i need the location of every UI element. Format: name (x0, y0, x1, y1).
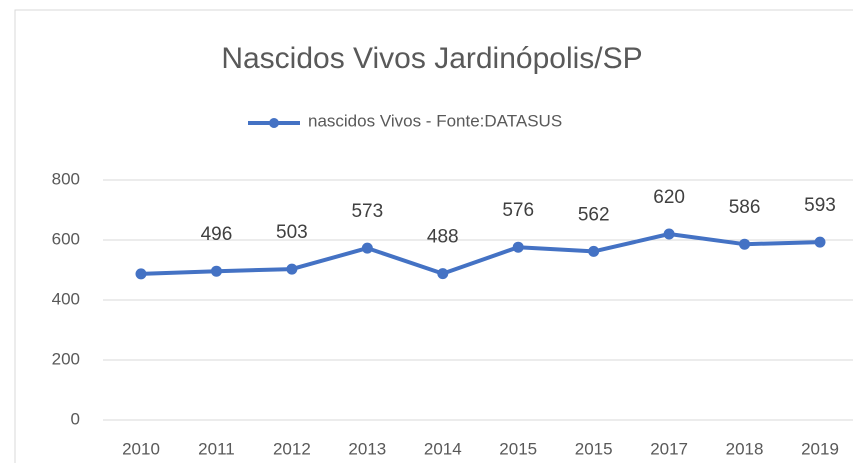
series-line (140, 232, 821, 276)
point (210, 265, 222, 277)
data-label: 593 (804, 195, 836, 216)
data-label: 620 (653, 187, 685, 208)
x-tick-label: 2011 (198, 439, 235, 458)
point (739, 238, 751, 250)
point (437, 268, 449, 280)
y-tick-label: 0 (71, 409, 80, 428)
x-tick-label: 2019 (801, 439, 839, 458)
x-tick-label: 2017 (650, 439, 688, 458)
data-label: 496 (201, 224, 233, 245)
data-label: 503 (276, 222, 308, 243)
data-label: 488 (427, 227, 459, 248)
data-label: 576 (502, 200, 534, 221)
x-tick-label: 2012 (273, 439, 311, 458)
x-tick-label: 2014 (424, 439, 462, 458)
x-tick-label: 2013 (348, 439, 386, 458)
x-tick-label: 2015 (575, 439, 613, 458)
data-label: 562 (578, 204, 610, 225)
legend-marker (269, 118, 279, 128)
point (286, 263, 298, 275)
y-tick-label: 600 (52, 229, 80, 248)
x-tick-label: 2018 (726, 439, 764, 458)
legend-label: nascidos Vivos - Fonte:DATASUS (308, 111, 562, 130)
point (814, 236, 826, 248)
x-tick-label: 2010 (122, 439, 160, 458)
point (135, 268, 147, 280)
chart-title: Nascidos Vivos Jardinópolis/SP (221, 42, 642, 75)
chart-border (14, 9, 853, 463)
y-tick-label: 800 (52, 169, 80, 188)
y-tick-label: 200 (52, 349, 80, 368)
point (361, 242, 373, 254)
point (512, 241, 524, 253)
y-tick-label: 400 (52, 289, 80, 308)
data-label: 586 (729, 197, 761, 218)
point (663, 228, 675, 240)
data-label: 573 (351, 201, 383, 222)
point (588, 245, 600, 257)
x-tick-label: 2015 (499, 439, 537, 458)
